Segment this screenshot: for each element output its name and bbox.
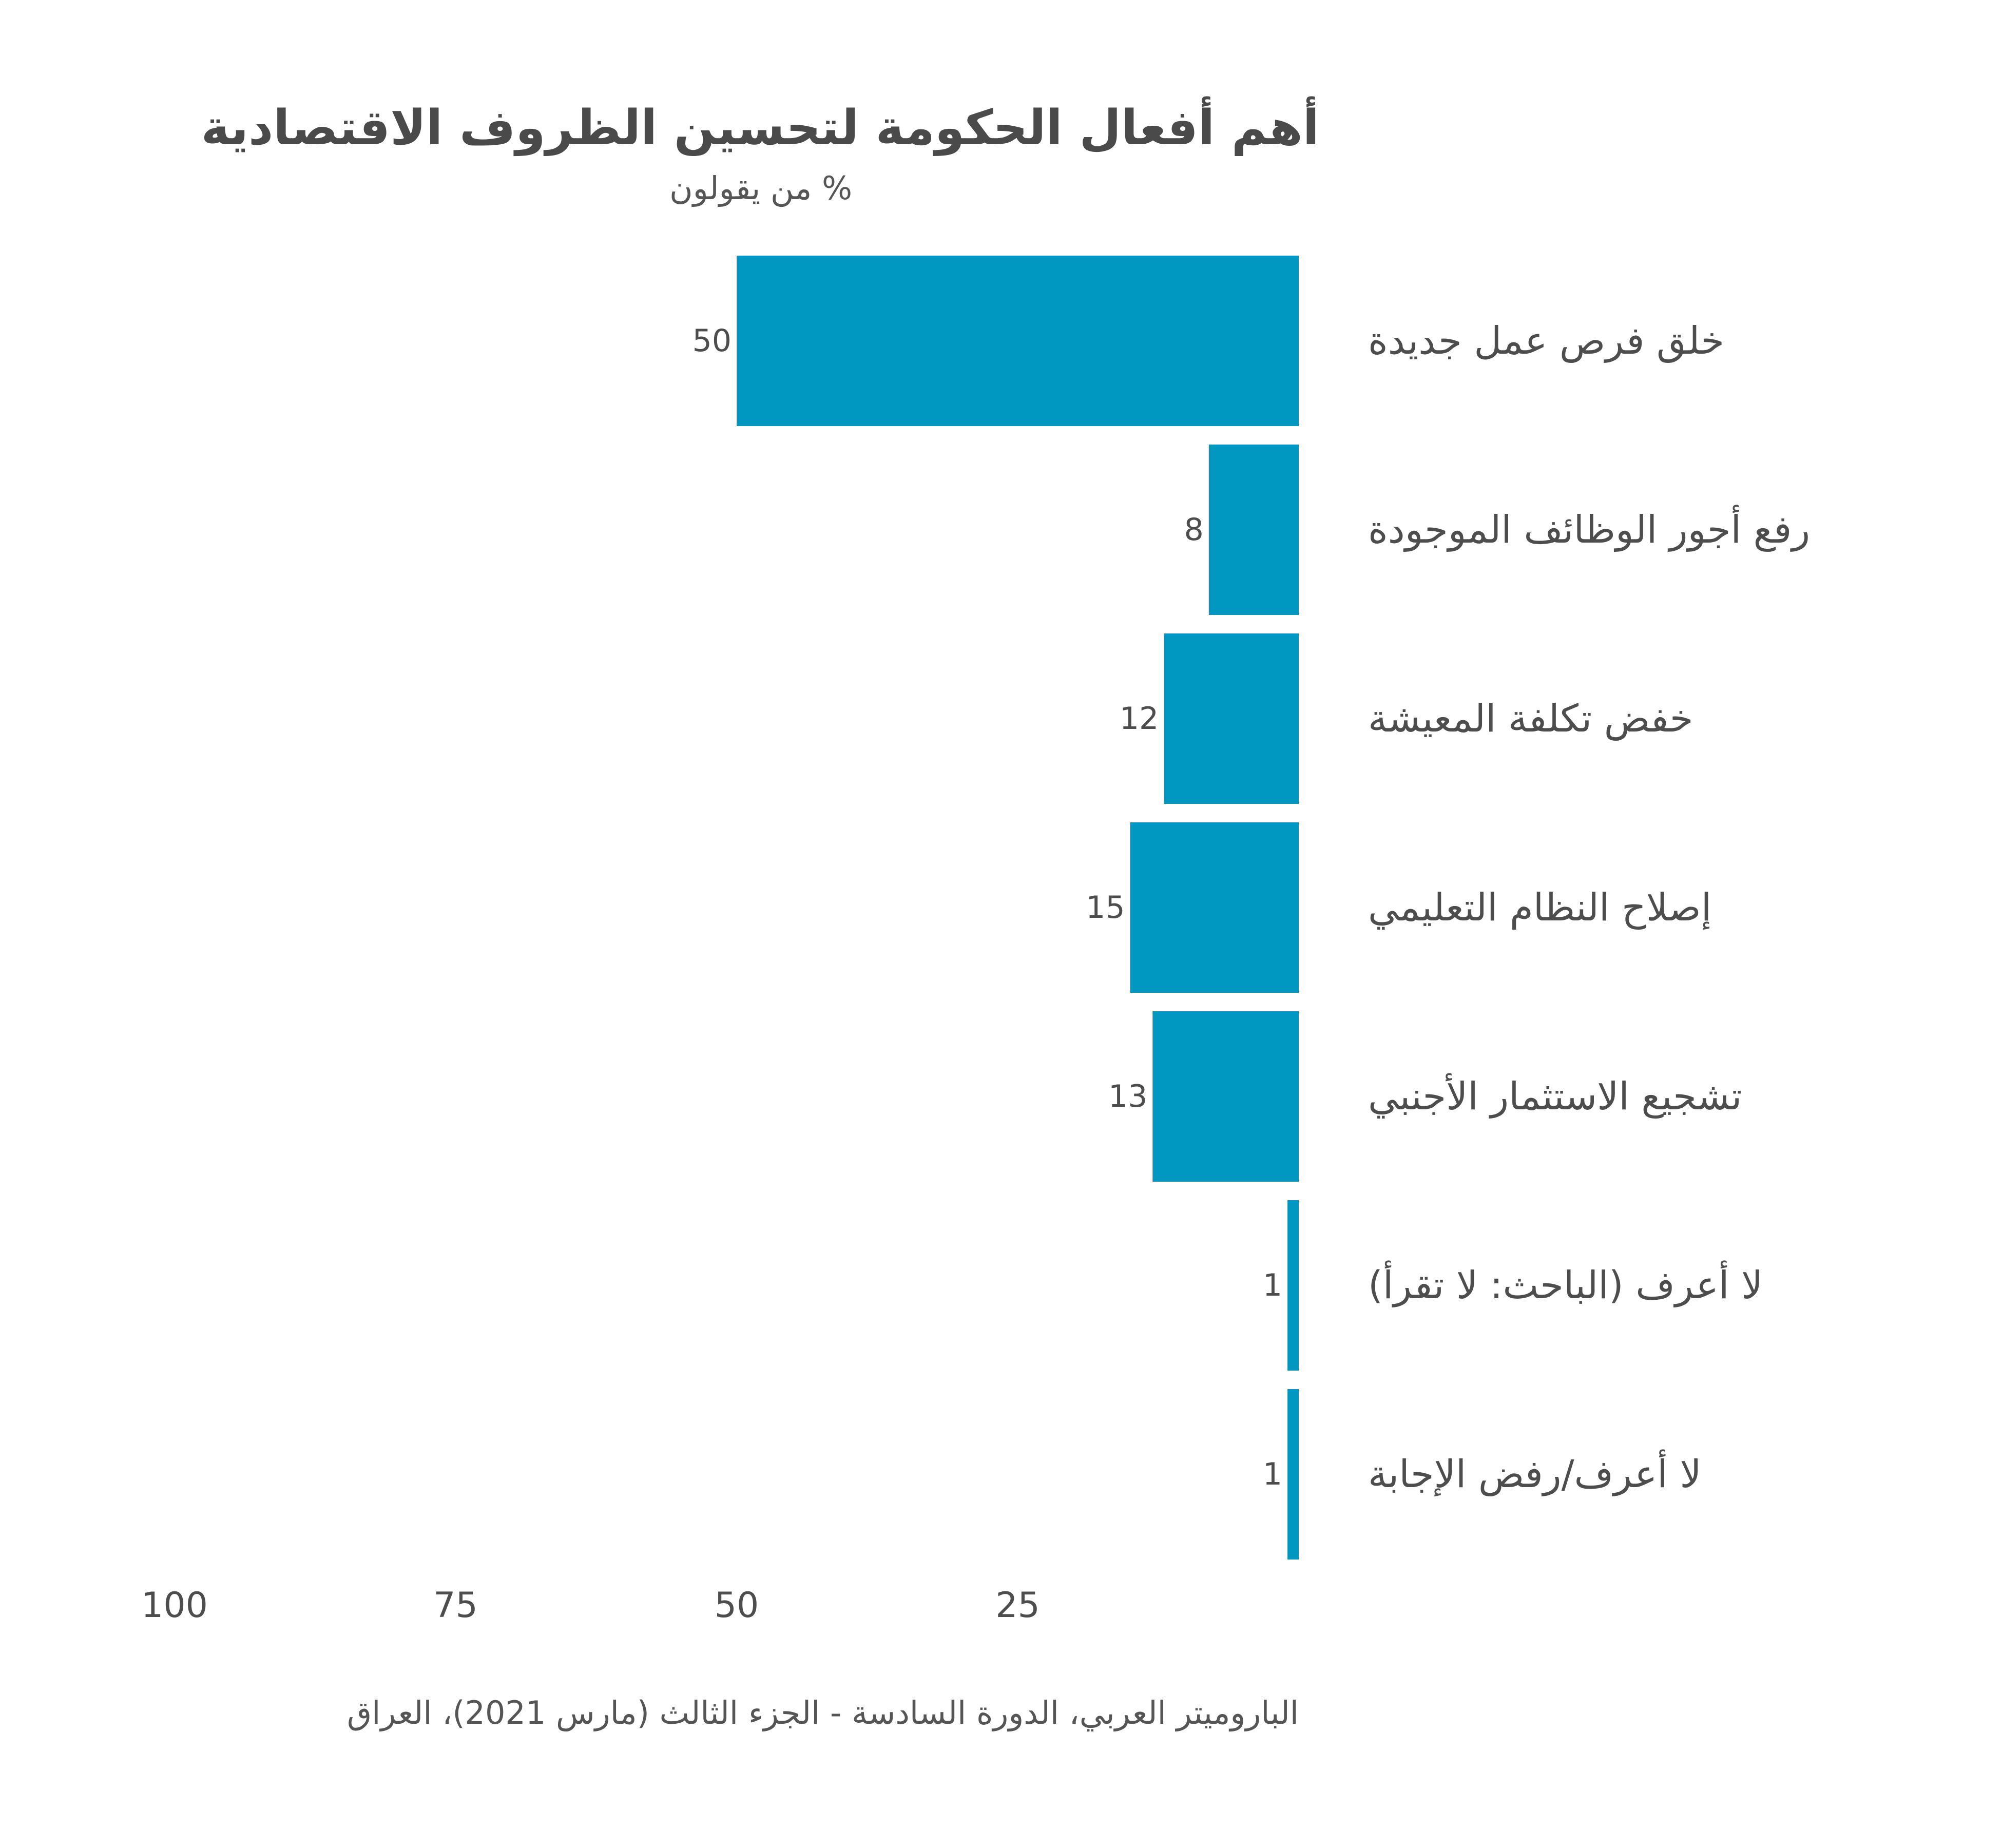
bar bbox=[1130, 822, 1299, 993]
bar-value-label: 1 bbox=[1263, 1267, 1282, 1303]
bar-value-label: 13 bbox=[1108, 1079, 1147, 1114]
bars-group bbox=[737, 256, 1299, 1560]
x-tick-label: 100 bbox=[141, 1585, 208, 1626]
category-label: تشجيع الاستثمار الأجنبي bbox=[1368, 1073, 1742, 1119]
bar bbox=[1208, 445, 1299, 615]
chart-title: أهم أفعال الحكومة لتحسين الظروف الاقتصاد… bbox=[201, 100, 1319, 156]
bar-value-label: 50 bbox=[692, 323, 732, 359]
category-label: لا أعرف/رفض الإجابة bbox=[1368, 1449, 1702, 1496]
bar-value-label: 8 bbox=[1184, 512, 1204, 548]
bar-value-label: 12 bbox=[1120, 701, 1159, 737]
bar-value-label: 1 bbox=[1263, 1456, 1282, 1492]
x-tick-label: 50 bbox=[715, 1585, 759, 1626]
bar bbox=[737, 256, 1299, 426]
category-label: خفض تكلفة المعيشة bbox=[1368, 697, 1693, 741]
bar bbox=[1164, 633, 1299, 804]
bar bbox=[1152, 1011, 1299, 1182]
category-label: لا أعرف (الباحث: لا تقرأ) bbox=[1368, 1260, 1763, 1307]
x-axis-ticks: 100 75 50 25 bbox=[141, 1585, 1040, 1626]
chart-subtitle: % من يقولون bbox=[669, 169, 852, 207]
source-note: الباروميتر العربي، الدورة السادسة - الجز… bbox=[347, 1694, 1299, 1731]
bar bbox=[1287, 1389, 1299, 1560]
category-labels-group: خلق فرص عمل جديدة رفع أجور الوظائف الموجو… bbox=[1368, 319, 1810, 1496]
category-label: إصلاح النظام التعليمي bbox=[1368, 886, 1711, 930]
category-label: رفع أجور الوظائف الموجودة bbox=[1368, 505, 1810, 552]
bar-value-label: 15 bbox=[1086, 890, 1125, 926]
x-tick-label: 25 bbox=[995, 1585, 1040, 1626]
bar bbox=[1287, 1200, 1299, 1371]
x-tick-label: 75 bbox=[433, 1585, 478, 1626]
category-label: خلق فرص عمل جديدة bbox=[1368, 319, 1724, 363]
